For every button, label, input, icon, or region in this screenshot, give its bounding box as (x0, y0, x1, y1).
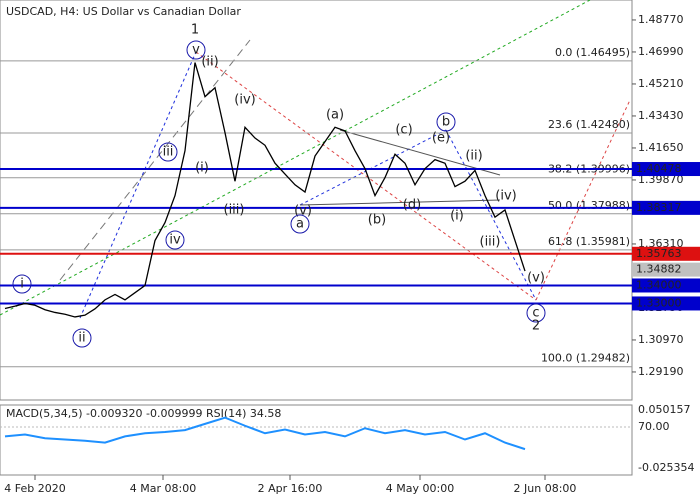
triangle-line (299, 199, 501, 206)
fib-label: 100.0 (1.29482) (541, 352, 630, 365)
main-panel (0, 0, 633, 401)
fib-label: 0.0 (1.46495) (555, 46, 630, 59)
wave-label: 1 (191, 23, 199, 38)
wave-label: iii (163, 145, 174, 160)
macd-tick-label: -0.025354 (638, 461, 694, 474)
y-tick-label: 1.48770 (638, 13, 684, 26)
chart-title: USDCAD, H4: US Dollar vs Canadian Dollar (6, 5, 241, 18)
wave-circle (158, 142, 178, 162)
wave-line (445, 129, 537, 301)
y-tick-label: 1.39870 (638, 173, 684, 186)
wave-label: (i) (450, 209, 464, 224)
wave-line (79, 51, 197, 319)
price-box (632, 246, 700, 261)
indicator-title: MACD(5,34,5) -0.009320 -0.009999 RSI(14)… (6, 407, 281, 420)
rsi-tick-label: 70.00 (638, 420, 670, 433)
x-tick-label: 4 Feb 2020 (4, 482, 65, 495)
x-tick-label: 2 Jun 08:00 (514, 482, 577, 495)
wave-circle (72, 328, 92, 348)
wave-label: (ii) (465, 149, 482, 164)
wave-label: (c) (395, 123, 412, 138)
price-label: 1.34000 (636, 278, 682, 291)
price-box (632, 162, 700, 177)
price-label: 1.40478 (636, 162, 682, 175)
wave-circle (290, 214, 310, 234)
wave-line (195, 51, 537, 301)
wave-circle (12, 274, 32, 294)
price-label: 1.38317 (636, 201, 682, 214)
rsi-line (4, 416, 526, 451)
wave-label: (iv) (495, 189, 516, 204)
y-tick-label: 1.29190 (638, 365, 684, 378)
y-tick-label: 1.46990 (638, 45, 684, 58)
price-box (632, 262, 700, 277)
wave-label: c (532, 306, 539, 321)
wave-label: i (20, 277, 24, 292)
price-line (4, 62, 526, 318)
macd-tick-label: 0.050157 (638, 403, 691, 416)
fib-label: 50.0 (1.37988) (548, 199, 630, 212)
price-label: 1.34882 (636, 263, 682, 276)
wave-label: (b) (368, 213, 386, 228)
wave-circle (186, 40, 206, 60)
indicator-panel (0, 404, 633, 476)
wave-label: b (442, 115, 450, 130)
price-box (632, 200, 700, 215)
wave-label: v (192, 43, 200, 58)
price-box (632, 278, 700, 293)
wave-circle (526, 303, 546, 323)
wave-label: (a) (326, 108, 344, 123)
wave-line (535, 99, 631, 301)
wave-label: 2 (532, 319, 540, 334)
y-tick-label: 1.43430 (638, 109, 684, 122)
fib-label: 61.8 (1.35981) (548, 235, 630, 248)
wave-label: iv (169, 233, 181, 248)
wave-label: (iii) (224, 203, 245, 218)
wave-circle (436, 112, 456, 132)
x-tick-label: 4 Mar 08:00 (130, 482, 196, 495)
wave-label: (ii) (201, 55, 218, 70)
wave-label: (v) (527, 271, 545, 286)
y-tick-label: 1.41650 (638, 141, 684, 154)
y-tick-label: 1.36310 (638, 237, 684, 250)
wave-circle (165, 230, 185, 250)
y-tick-label: 1.30970 (638, 333, 684, 346)
wave-label: (iv) (234, 93, 255, 108)
wave-label: (i) (195, 161, 209, 176)
wave-label: a (296, 217, 304, 232)
triangle-line (339, 129, 501, 176)
wave-label: (d) (403, 198, 421, 213)
price-label: 1.35763 (636, 247, 682, 260)
x-tick-label: 4 May 00:00 (386, 482, 454, 495)
y-tick-label: 1.45210 (638, 77, 684, 90)
wave-label: ii (78, 331, 85, 346)
wave-label: (iii) (480, 235, 501, 250)
x-tick-label: 2 Apr 16:00 (258, 482, 323, 495)
fib-label: 23.6 (1.42480) (548, 118, 630, 131)
wave-label: (e) (432, 131, 450, 146)
price-label: 1.33000 (636, 296, 682, 309)
price-box (632, 296, 700, 311)
